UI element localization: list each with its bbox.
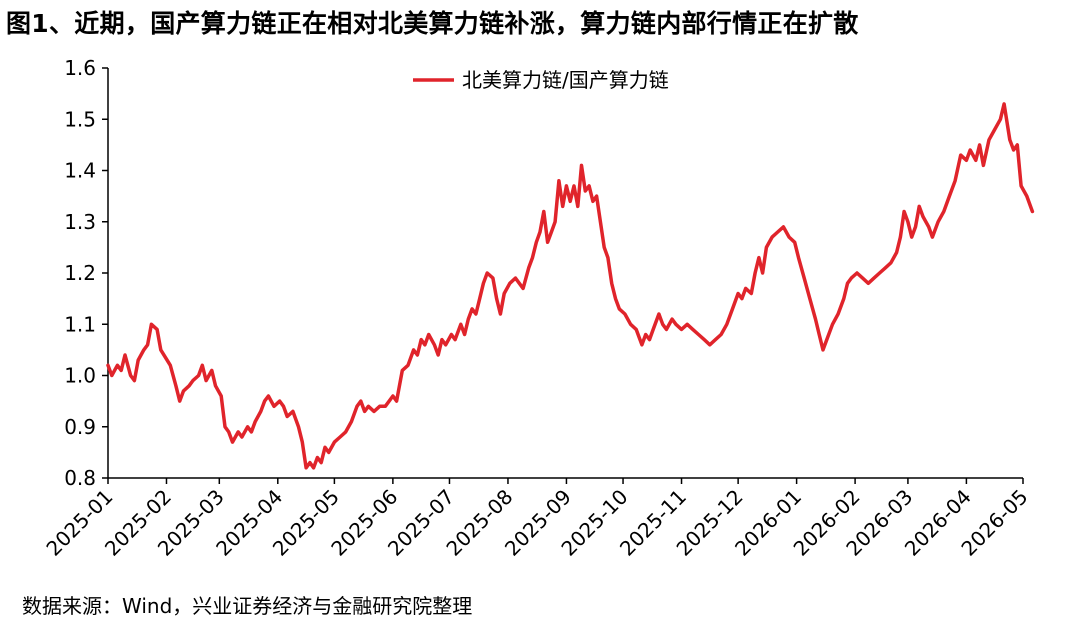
data-source-note: 数据来源：Wind，兴业证券经济与金融研究院整理 [22, 594, 473, 618]
series-line [106, 102, 1035, 470]
legend-label: 北美算力链/国产算力链 [462, 68, 669, 92]
y-tick-label: 1.0 [64, 364, 96, 388]
y-tick-label: 1.6 [64, 56, 96, 80]
y-tick-label: 1.5 [64, 107, 96, 131]
y-tick-label: 1.1 [64, 312, 96, 336]
y-tick-label: 1.2 [64, 261, 96, 285]
y-tick-label: 0.8 [64, 466, 96, 490]
line-chart: 0.80.91.01.11.21.31.41.51.62025-012025-0… [41, 56, 1035, 561]
y-tick-label: 0.9 [64, 415, 96, 439]
chart-title: 图1、近期，国产算力链正在相对北美算力链补涨，算力链内部行情正在扩散 [6, 9, 859, 38]
y-tick-label: 1.4 [64, 159, 96, 183]
chart-axes: 0.80.91.01.11.21.31.41.51.62025-012025-0… [41, 56, 1032, 561]
y-tick-label: 1.3 [64, 210, 96, 234]
chart-series [106, 102, 1035, 470]
chart-legend: 北美算力链/国产算力链 [413, 68, 669, 92]
